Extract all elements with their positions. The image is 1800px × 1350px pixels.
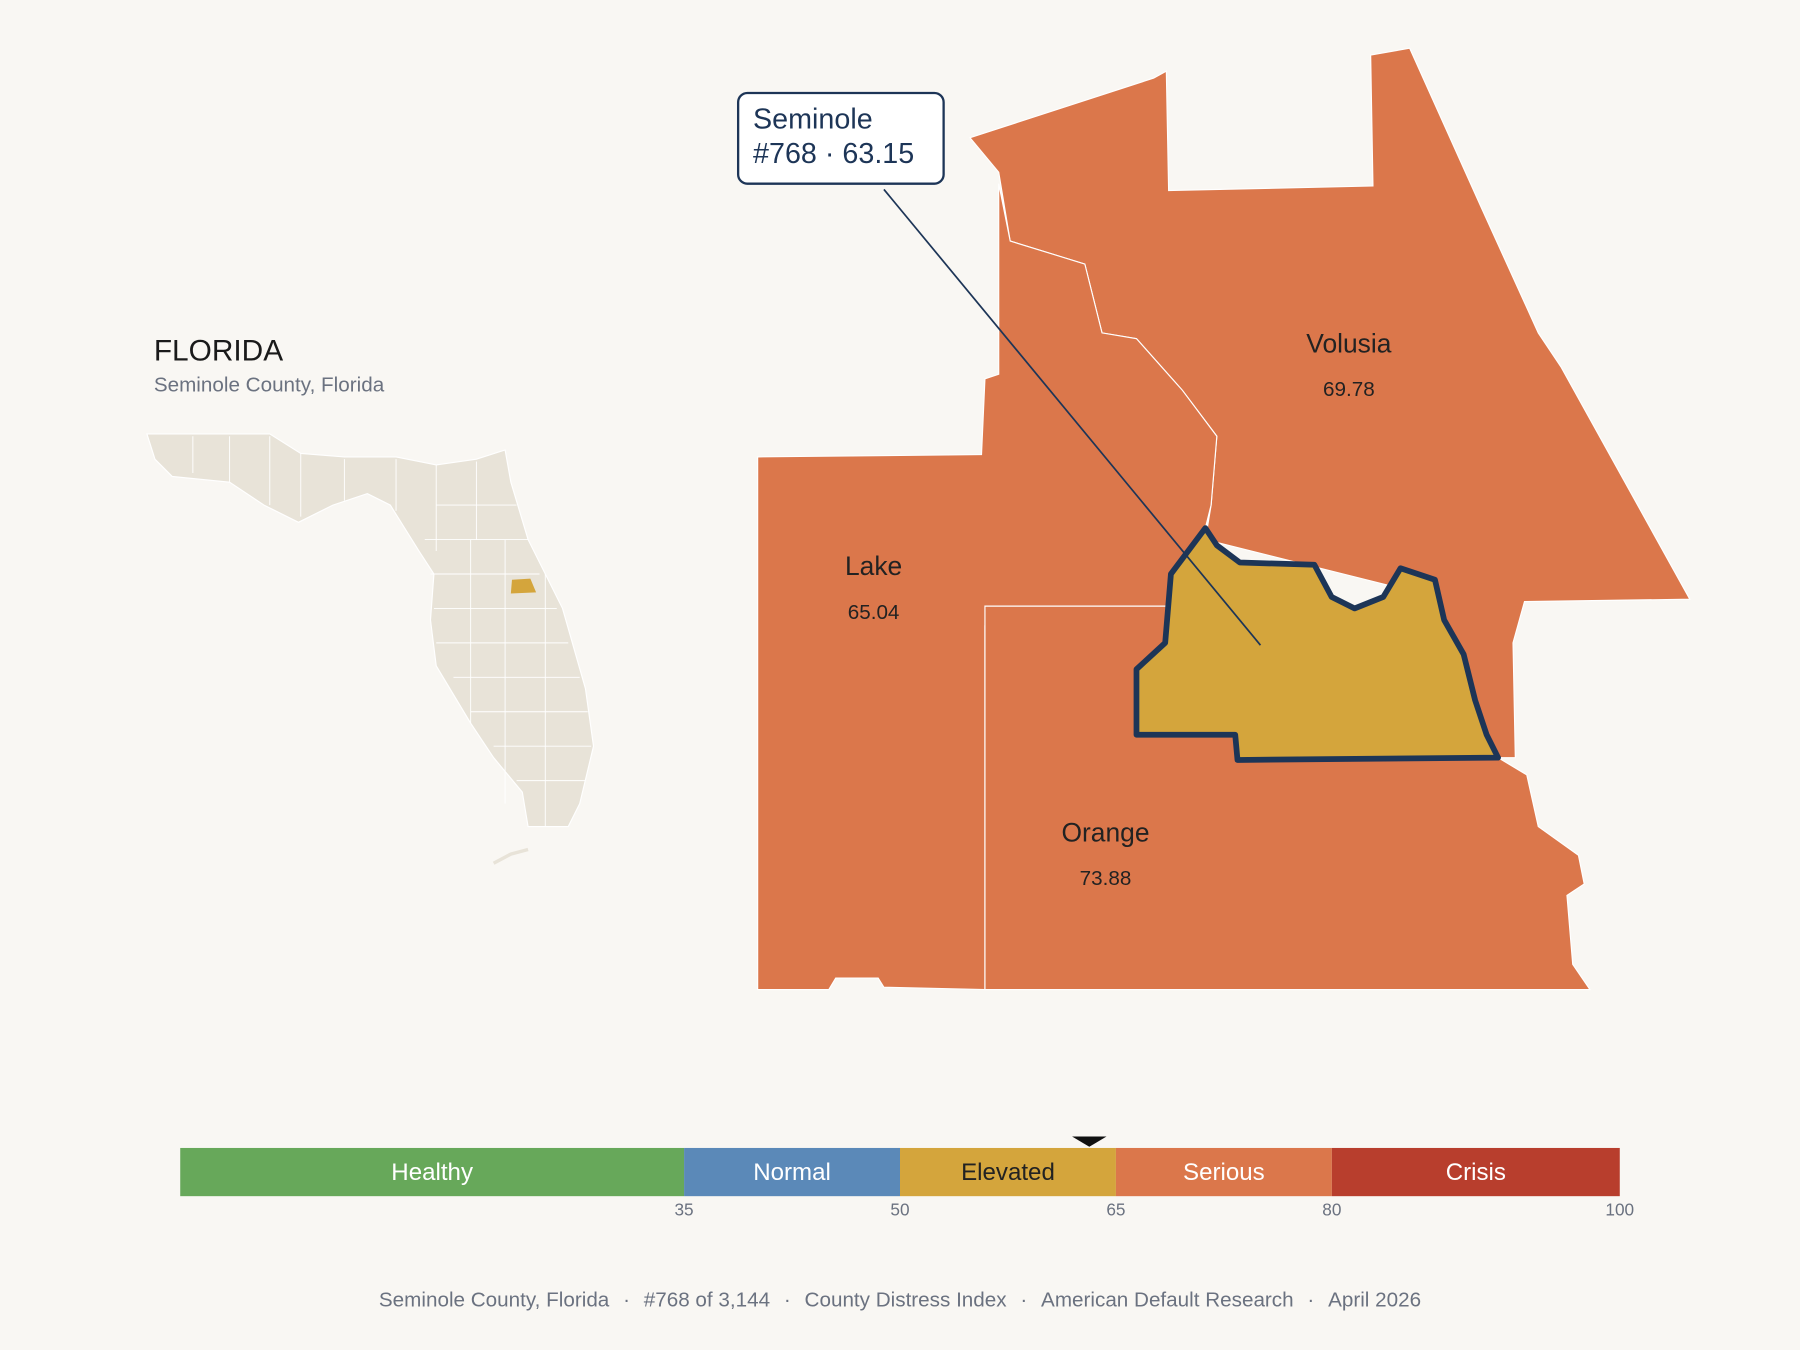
footer-item: #768 of 3,144 [644, 1288, 770, 1311]
callout-leader [883, 188, 1262, 646]
scale-band [1331, 1147, 1620, 1197]
callout-box [736, 91, 945, 185]
footer-separator: · [1020, 1288, 1027, 1311]
score-marker [1072, 1136, 1107, 1147]
footer-separator: · [784, 1288, 791, 1311]
footer-item: American Default Research [1041, 1288, 1294, 1311]
county-name: Orange [1061, 817, 1149, 847]
county-name: Lake [845, 551, 902, 581]
footer-item: April 2026 [1328, 1288, 1421, 1311]
scale-band [900, 1147, 1116, 1197]
scale-tick-label: 35 [674, 1200, 693, 1220]
scale-tick-label: 65 [1106, 1200, 1125, 1220]
callout-name: Seminole [753, 104, 873, 136]
callout-detail: #768 · 63.15 [753, 138, 914, 170]
florida-keys [492, 847, 529, 865]
county-labels: Volusia 69.78 Lake 65.04 Orange 73.88 [845, 328, 1392, 890]
footer-item: Seminole County, Florida [379, 1288, 610, 1311]
inset-highlight [510, 578, 537, 594]
county-map: Seminole #768 · 63.15 [736, 47, 1691, 991]
state-title: FLORIDA [154, 334, 283, 367]
state-subtitle: Seminole County, Florida [154, 373, 385, 396]
county-value: 65.04 [848, 601, 900, 624]
scale-band-label: Healthy [391, 1159, 473, 1186]
distress-scale: Healthy Normal Elevated Serious Crisis 35 50 65… [180, 1136, 1634, 1220]
scale-band-label: Elevated [961, 1159, 1055, 1186]
focus-county-shape [1133, 525, 1501, 763]
callout-separator: · [825, 138, 835, 170]
florida-shape [146, 433, 595, 828]
county-name: Volusia [1306, 328, 1391, 358]
florida-county-lines [192, 436, 592, 827]
scale-band [1115, 1147, 1332, 1197]
footer-separator: · [1307, 1288, 1314, 1311]
county-shape [757, 183, 1218, 991]
footer: Seminole County, Florida · #768 of 3,144 · C… [379, 1288, 1421, 1311]
callout-score: 63.15 [842, 138, 914, 170]
scale-band-label: Serious [1183, 1159, 1265, 1186]
scale-tick-label: 50 [890, 1200, 909, 1220]
county-value: 73.88 [1080, 867, 1132, 890]
florida-inset [146, 433, 595, 865]
callout-rank: #768 [753, 138, 817, 170]
scale-band [180, 1147, 685, 1197]
footer-item: County Distress Index [805, 1288, 1008, 1311]
footer-separator: · [623, 1288, 630, 1311]
scale-band-label: Normal [753, 1159, 831, 1186]
county-value: 69.78 [1323, 378, 1375, 401]
scale-tick-label: 80 [1322, 1200, 1341, 1220]
scale-band-label: Crisis [1446, 1159, 1506, 1186]
scale-tick-label: 100 [1605, 1200, 1634, 1220]
scale-band [684, 1147, 900, 1197]
